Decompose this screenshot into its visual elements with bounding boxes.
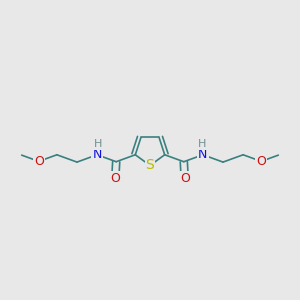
Text: O: O	[256, 155, 266, 168]
Text: O: O	[34, 155, 44, 168]
Text: H: H	[198, 140, 206, 149]
Text: H: H	[94, 140, 102, 149]
Text: N: N	[198, 148, 208, 161]
Text: O: O	[110, 172, 120, 185]
Text: S: S	[146, 158, 154, 172]
Text: N: N	[92, 148, 102, 161]
Text: O: O	[180, 172, 190, 185]
